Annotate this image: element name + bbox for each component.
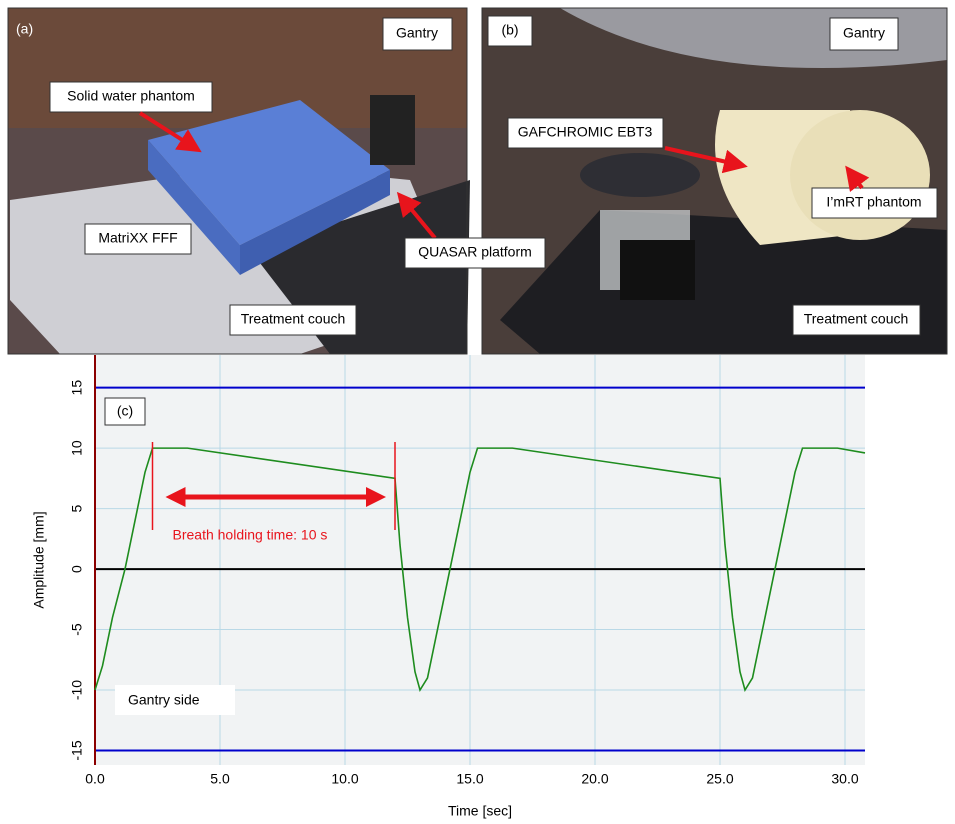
y-axis-label: Amplitude [mm]: [31, 511, 47, 608]
x-tick-label: 30.0: [831, 771, 858, 787]
chart: -15 -10 -5 0 5 10 15 0.0 5.0 10.0 15.0 20.0 25.0 30.0…: [31, 355, 865, 819]
panel-label: (c): [117, 403, 133, 419]
page: (a) Gantry Solid water phantom MatriXX F…: [0, 0, 955, 824]
y-tick-label: -10: [69, 680, 85, 700]
x-tick-label: 15.0: [456, 771, 483, 787]
annotation: Gantry side: [128, 692, 200, 708]
photo-label: GAFCHROMIC EBT3: [518, 124, 653, 140]
photo-label: MatriXX FFF: [98, 230, 177, 246]
y-tick-label: 15: [69, 380, 85, 396]
x-tick-label: 10.0: [331, 771, 358, 787]
photo-label: Gantry: [396, 25, 438, 41]
x-tick-label: 25.0: [706, 771, 733, 787]
photo-tag: (a): [16, 21, 33, 37]
x-axis-label: Time [sec]: [448, 803, 512, 819]
y-tick-label: 5: [69, 504, 85, 512]
photo-label: QUASAR platform: [418, 244, 532, 260]
y-tick-label: -5: [69, 623, 85, 636]
x-tick-label: 0.0: [85, 771, 105, 787]
figure: (a) Gantry Solid water phantom MatriXX F…: [0, 0, 955, 824]
photo-label: Solid water phantom: [67, 88, 195, 104]
photo-tag: (b): [501, 22, 518, 38]
y-tick-label: -15: [69, 740, 85, 760]
photo-label: I’mRT phantom: [826, 194, 921, 210]
photo-label: Treatment couch: [804, 311, 909, 327]
y-tick-label: 0: [69, 565, 85, 573]
photo-label: Gantry: [843, 25, 885, 41]
photo-b: (b) Gantry GAFCHROMIC EBT3 I’mRT phantom…: [482, 8, 947, 354]
y-tick-label: 10: [69, 440, 85, 456]
x-tick-label: 20.0: [581, 771, 608, 787]
annotation: Breath holding time: 10 s: [173, 527, 328, 543]
photo-label: Treatment couch: [241, 311, 346, 327]
x-tick-label: 5.0: [210, 771, 230, 787]
